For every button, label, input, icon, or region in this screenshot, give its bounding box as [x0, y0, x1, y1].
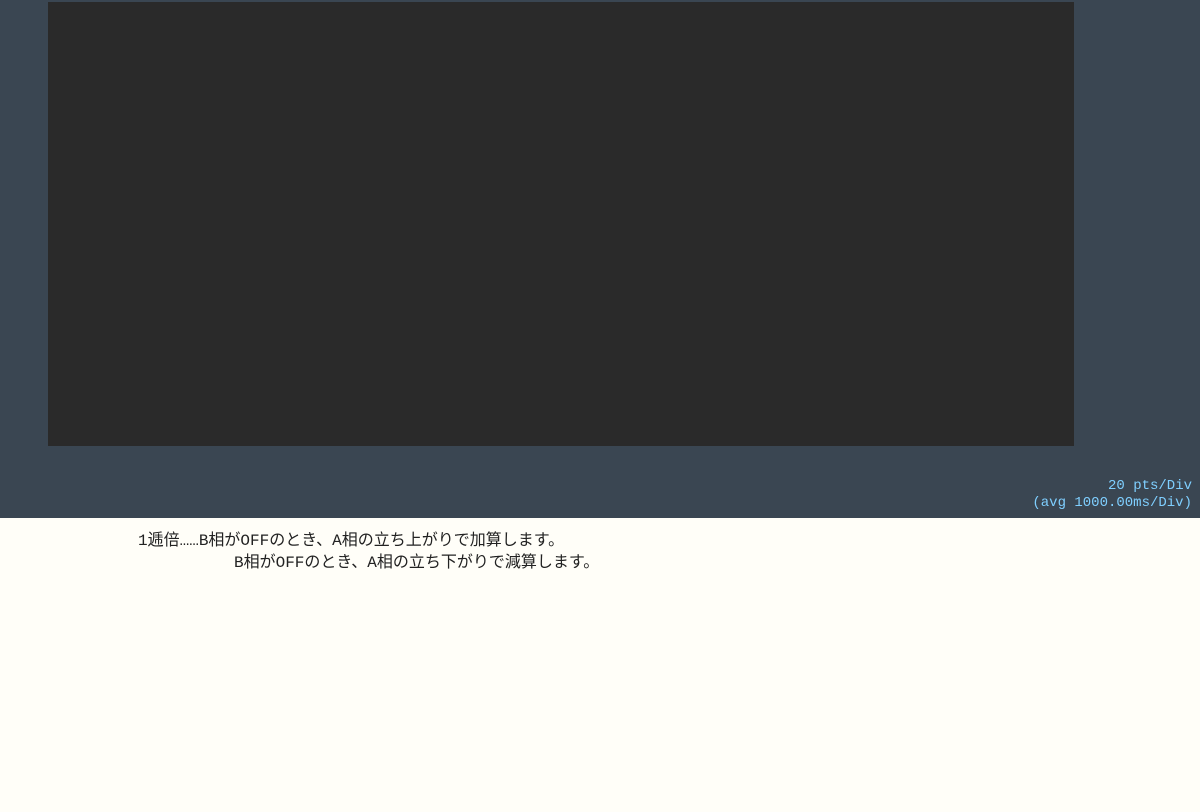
timing-diagram	[138, 588, 1058, 788]
plot-area[interactable]	[48, 2, 1074, 446]
x-axis	[48, 448, 1074, 468]
grid-svg	[48, 2, 1074, 446]
doc-line-1: 1逓倍……B相がOFFのとき、A相の立ち上がりで加算します。	[138, 530, 1200, 552]
waveform-scope: 20 pts/Div (avg 1000.00ms/Div)	[0, 0, 1200, 518]
explanation-doc: 1逓倍……B相がOFFのとき、A相の立ち上がりで加算します。 B相がOFFのとき…	[0, 518, 1200, 788]
timing-svg	[138, 588, 1058, 788]
scale-ms: (avg 1000.00ms/Div)	[1032, 495, 1192, 512]
scale-pts: 20 pts/Div	[1032, 478, 1192, 495]
scale-info: 20 pts/Div (avg 1000.00ms/Div)	[1032, 478, 1192, 512]
doc-line-2: B相がOFFのとき、A相の立ち下がりで減算します。	[234, 552, 1200, 574]
